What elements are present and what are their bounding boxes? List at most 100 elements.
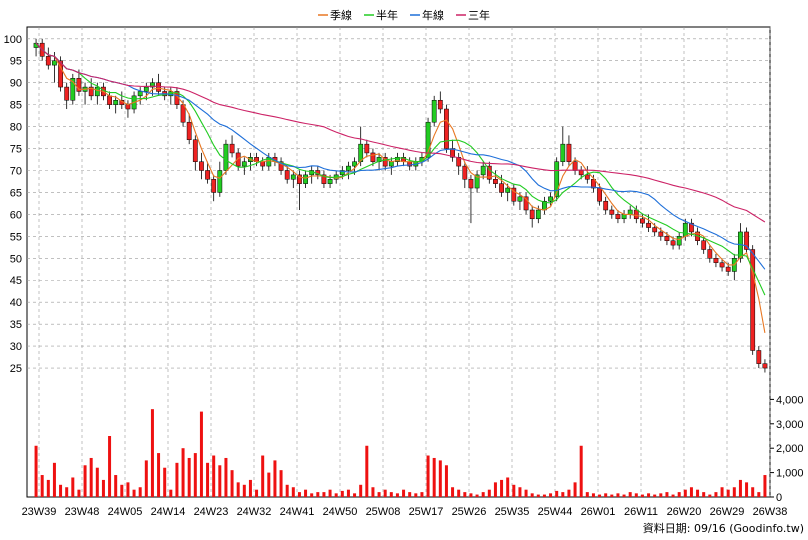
volume-bar-5 xyxy=(65,487,69,497)
volume-bar-106 xyxy=(683,489,687,497)
volume-bar-113 xyxy=(726,489,730,497)
volume-bar-37 xyxy=(261,455,265,497)
candle-body-77 xyxy=(505,187,511,193)
volume-bar-10 xyxy=(95,467,99,497)
volume-bar-55 xyxy=(371,487,375,497)
volume-bar-12 xyxy=(108,436,112,497)
time-tick-label-11: 25W35 xyxy=(495,506,530,518)
time-tick-label-0: 23W39 xyxy=(22,506,57,518)
candle-body-41 xyxy=(284,170,290,180)
volume-bar-74 xyxy=(487,489,491,497)
volume-bar-4 xyxy=(59,484,63,497)
candle-body-101 xyxy=(652,227,658,233)
volume-bar-43 xyxy=(297,492,301,497)
price-tick-label-8: 65 xyxy=(10,187,22,199)
volume-bar-92 xyxy=(598,494,602,497)
volume-bar-14 xyxy=(120,484,124,497)
volume-tick-label-4: 4,000 xyxy=(776,394,804,406)
candle-body-69 xyxy=(456,157,462,167)
candle-body-109 xyxy=(701,240,707,250)
volume-bar-9 xyxy=(89,457,93,497)
candle-body-88 xyxy=(572,161,578,171)
candle-body-89 xyxy=(578,170,584,176)
volume-bars xyxy=(34,409,767,497)
candle-body-72 xyxy=(474,174,480,189)
volume-bar-97 xyxy=(628,492,632,497)
time-tick-label-13: 26W01 xyxy=(581,506,616,518)
price-tick-label-2: 35 xyxy=(10,319,22,331)
candle-body-99 xyxy=(640,218,645,224)
candle-body-33 xyxy=(235,152,241,167)
candle-body-50 xyxy=(339,170,345,176)
volume-bar-7 xyxy=(77,489,81,497)
candle-body-15 xyxy=(125,104,131,110)
candle-body-27 xyxy=(199,161,204,171)
candle-body-93 xyxy=(603,200,609,211)
volume-bar-56 xyxy=(377,492,381,497)
candle-body-102 xyxy=(658,231,664,237)
candle-body-97 xyxy=(627,209,633,215)
volume-bar-21 xyxy=(163,467,167,497)
candle-body-112 xyxy=(719,262,725,268)
candle-body-31 xyxy=(223,143,229,171)
volume-bar-58 xyxy=(389,492,393,497)
volume-bar-11 xyxy=(101,479,105,497)
candle-body-25 xyxy=(186,121,192,141)
volume-bar-96 xyxy=(622,494,626,497)
volume-bar-0 xyxy=(34,445,38,497)
price-tick-label-5: 50 xyxy=(10,253,22,265)
volume-bar-111 xyxy=(714,492,718,497)
candle-body-68 xyxy=(450,148,455,158)
volume-bar-36 xyxy=(255,489,259,497)
volume-bar-28 xyxy=(206,462,210,497)
volume-bar-79 xyxy=(518,487,522,497)
volume-bar-33 xyxy=(236,482,240,497)
volume-bar-20 xyxy=(157,453,161,497)
time-tick-label-3: 24W14 xyxy=(151,506,186,518)
candle-body-29 xyxy=(211,179,217,193)
candle-body-6 xyxy=(70,78,76,101)
candle-body-104 xyxy=(670,240,676,246)
candle-body-71 xyxy=(468,179,474,189)
candle-body-20 xyxy=(156,82,161,92)
volume-bar-66 xyxy=(438,460,442,497)
candle-body-34 xyxy=(241,161,247,167)
volume-bar-80 xyxy=(524,489,528,497)
time-tick-label-1: 23W48 xyxy=(65,506,100,518)
volume-bar-76 xyxy=(500,479,504,497)
candle-body-96 xyxy=(621,214,627,220)
candle-body-44 xyxy=(303,174,308,184)
candle-body-24 xyxy=(180,104,186,123)
candle-body-9 xyxy=(88,86,94,97)
candle-body-12 xyxy=(107,95,112,105)
volume-bar-109 xyxy=(702,492,706,497)
candle-body-47 xyxy=(321,174,327,184)
volume-bar-85 xyxy=(555,490,559,497)
volume-bar-100 xyxy=(647,493,651,497)
volume-bar-44 xyxy=(304,489,308,497)
candle-body-70 xyxy=(462,165,468,180)
price-tick-label-12: 85 xyxy=(10,100,22,112)
candle-body-73 xyxy=(480,165,486,176)
candle-body-3 xyxy=(52,60,57,66)
volume-bar-117 xyxy=(751,487,755,497)
candle-body-87 xyxy=(566,143,572,162)
legend-label-0: 季線 xyxy=(330,8,352,22)
volume-bar-103 xyxy=(665,492,669,497)
volume-bar-57 xyxy=(383,489,387,497)
volume-bar-64 xyxy=(426,455,430,497)
volume-bar-59 xyxy=(395,493,399,497)
candle-body-26 xyxy=(192,139,198,162)
candle-body-76 xyxy=(499,183,504,193)
volume-bar-88 xyxy=(573,482,577,497)
price-tick-label-7: 60 xyxy=(10,209,22,221)
volume-bar-2 xyxy=(46,479,50,497)
price-tick-label-11: 80 xyxy=(10,122,22,134)
volume-bar-108 xyxy=(696,489,700,497)
candle-body-111 xyxy=(713,258,719,263)
candle-body-82 xyxy=(535,209,541,220)
time-tick-label-12: 25W44 xyxy=(538,506,573,518)
legend-label-2: 年線 xyxy=(422,8,444,22)
ma-line-1 xyxy=(35,42,766,296)
